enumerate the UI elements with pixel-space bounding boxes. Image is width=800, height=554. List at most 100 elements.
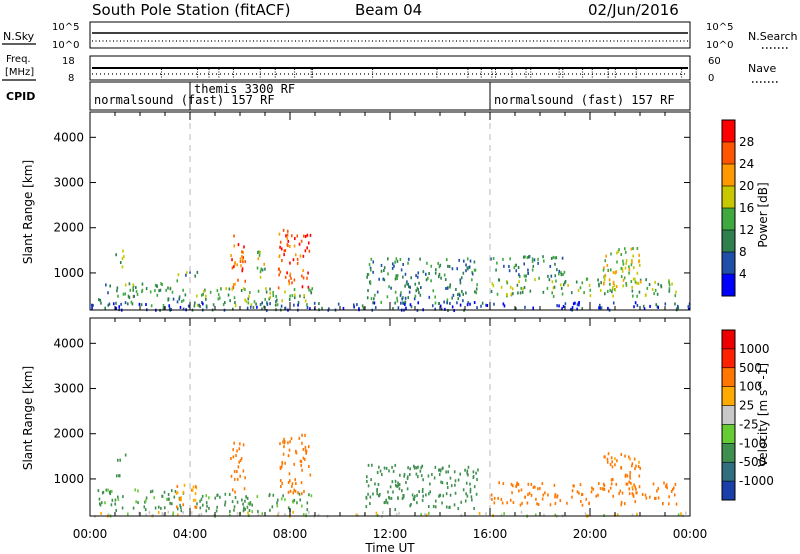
data-point <box>242 251 244 255</box>
colorbar-label: 1000 <box>739 342 770 356</box>
data-point <box>240 288 243 292</box>
data-point <box>580 500 582 504</box>
data-point <box>642 304 645 308</box>
data-point <box>438 272 441 276</box>
data-point <box>589 288 592 292</box>
data-point <box>272 493 275 497</box>
data-point <box>607 306 609 310</box>
data-point <box>250 303 253 307</box>
data-point <box>361 304 364 308</box>
data-point <box>392 490 394 494</box>
data-point <box>537 503 540 507</box>
data-point <box>388 496 391 500</box>
data-point <box>457 293 459 297</box>
data-point <box>302 269 304 273</box>
data-point <box>204 288 206 292</box>
data-point <box>657 496 660 500</box>
y-tick-label: 1000 <box>53 266 84 280</box>
data-point <box>120 302 122 306</box>
data-point <box>263 262 266 266</box>
data-point <box>656 305 659 309</box>
data-point <box>445 258 448 262</box>
colorbar-swatch <box>722 443 735 463</box>
data-point <box>182 503 185 507</box>
data-point <box>149 290 152 294</box>
data-point <box>217 297 220 301</box>
data-point <box>496 261 498 265</box>
data-point <box>645 496 648 500</box>
data-point <box>620 503 623 507</box>
data-point <box>279 245 281 249</box>
data-point <box>466 494 469 498</box>
data-point <box>283 445 285 449</box>
data-point <box>306 276 308 280</box>
colorbar-swatch <box>722 330 735 350</box>
data-point <box>473 268 476 272</box>
data-point <box>438 302 440 306</box>
data-point <box>167 298 169 302</box>
data-point <box>519 291 522 295</box>
data-point <box>395 274 398 278</box>
colorbar-swatch <box>722 142 735 165</box>
data-point <box>370 268 372 272</box>
data-point <box>448 464 451 468</box>
data-point <box>410 502 412 506</box>
data-point <box>576 490 579 494</box>
data-point <box>621 267 624 271</box>
data-point <box>406 280 408 284</box>
data-point <box>167 497 170 501</box>
data-point <box>420 286 422 290</box>
data-point <box>419 469 422 473</box>
data-point <box>656 292 659 296</box>
data-point <box>233 244 236 248</box>
data-point <box>232 448 234 452</box>
data-point <box>674 302 676 306</box>
data-point <box>628 492 631 496</box>
data-point <box>505 293 508 297</box>
data-point <box>399 257 402 261</box>
data-point <box>308 249 311 253</box>
data-point <box>180 509 183 513</box>
data-point <box>199 506 202 510</box>
data-point <box>249 501 252 505</box>
data-point <box>567 283 569 287</box>
data-point <box>121 257 124 261</box>
data-point <box>286 233 289 237</box>
data-point <box>110 489 113 493</box>
data-point <box>663 481 665 485</box>
data-point <box>370 297 373 301</box>
data-point <box>521 501 523 505</box>
data-point <box>282 494 284 498</box>
data-point <box>474 290 476 294</box>
data-point <box>510 482 513 486</box>
colorbar-swatch <box>722 120 735 143</box>
data-point <box>455 288 457 292</box>
data-point <box>233 508 235 512</box>
data-point <box>576 307 578 311</box>
data-point <box>485 303 487 307</box>
data-point <box>300 239 303 243</box>
data-point <box>402 275 404 279</box>
data-point <box>194 492 197 496</box>
data-point <box>261 512 264 516</box>
data-point <box>182 307 185 311</box>
data-point <box>202 302 204 306</box>
data-point <box>306 305 309 309</box>
colorbar-label: -500 <box>739 455 766 469</box>
data-point <box>306 233 309 237</box>
data-point <box>247 511 249 515</box>
data-point <box>527 482 530 486</box>
data-point <box>630 263 633 267</box>
data-point <box>631 487 634 491</box>
data-point <box>446 486 449 490</box>
data-point <box>612 282 615 286</box>
colorbar-swatch <box>722 462 735 482</box>
data-point <box>471 278 473 282</box>
data-point <box>468 265 471 269</box>
data-point <box>523 274 526 278</box>
data-point <box>397 483 400 487</box>
data-point <box>493 501 496 505</box>
data-point <box>671 488 674 492</box>
data-point <box>296 234 299 238</box>
data-point <box>366 479 368 483</box>
